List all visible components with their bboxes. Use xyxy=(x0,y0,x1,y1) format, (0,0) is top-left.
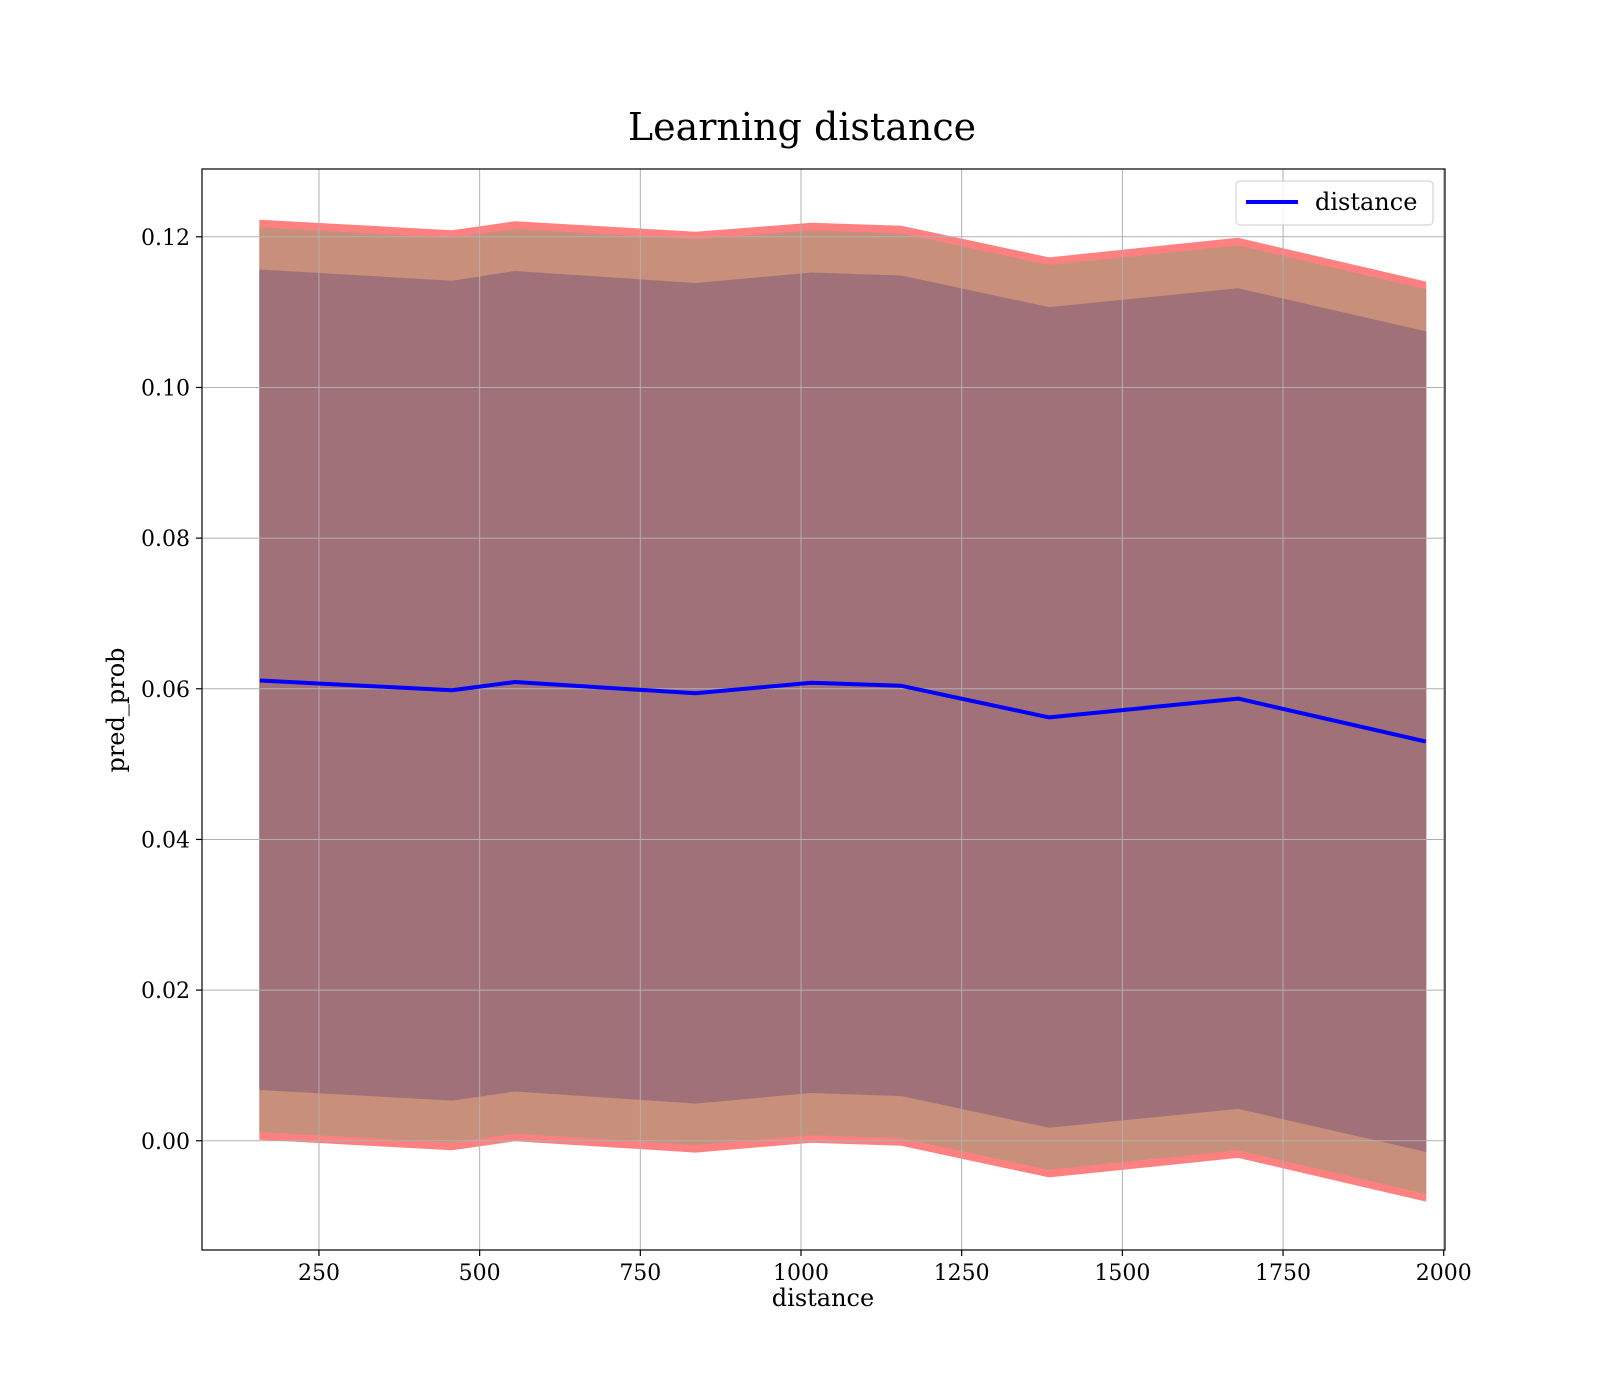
y-axis-label: pred_prob xyxy=(102,647,130,772)
y-tick-label: 0.12 xyxy=(141,226,190,251)
legend-label: distance xyxy=(1315,188,1417,216)
x-tick-label: 750 xyxy=(619,1261,661,1286)
x-tick-label: 2000 xyxy=(1416,1261,1472,1286)
y-tick-label: 0.04 xyxy=(141,828,190,853)
plot-frame xyxy=(201,168,1446,1251)
y-tick-label: 0.06 xyxy=(141,678,190,703)
confidence-band-3 xyxy=(259,269,1427,1152)
chart-title: Learning distance xyxy=(628,105,976,149)
y-tick-label: 0.02 xyxy=(141,979,190,1004)
y-tick-label: 0.10 xyxy=(141,376,190,401)
legend-box xyxy=(1235,180,1434,226)
y-tick-label: 0.00 xyxy=(141,1130,190,1155)
x-tick-label: 1250 xyxy=(934,1261,990,1286)
series-lines xyxy=(259,678,1427,744)
x-tick-label: 500 xyxy=(459,1261,501,1286)
confidence-bands xyxy=(259,219,1427,1202)
x-tick-label: 250 xyxy=(298,1261,340,1286)
series-line xyxy=(259,678,1427,744)
y-axis-ticks: 0.00 0.02 0.04 0.06 0.08 0.10 0.12 xyxy=(141,226,202,1155)
x-tick-label: 1500 xyxy=(1094,1261,1150,1286)
legend: distance xyxy=(1235,180,1434,226)
x-axis-ticks: 250 500 750 1000 1250 1500 1750 2000 xyxy=(298,1250,1472,1286)
x-axis-label: distance xyxy=(772,1284,874,1312)
x-tick-label: 1750 xyxy=(1255,1261,1311,1286)
y-tick-label: 0.08 xyxy=(141,527,190,552)
x-tick-label: 1000 xyxy=(773,1261,829,1286)
